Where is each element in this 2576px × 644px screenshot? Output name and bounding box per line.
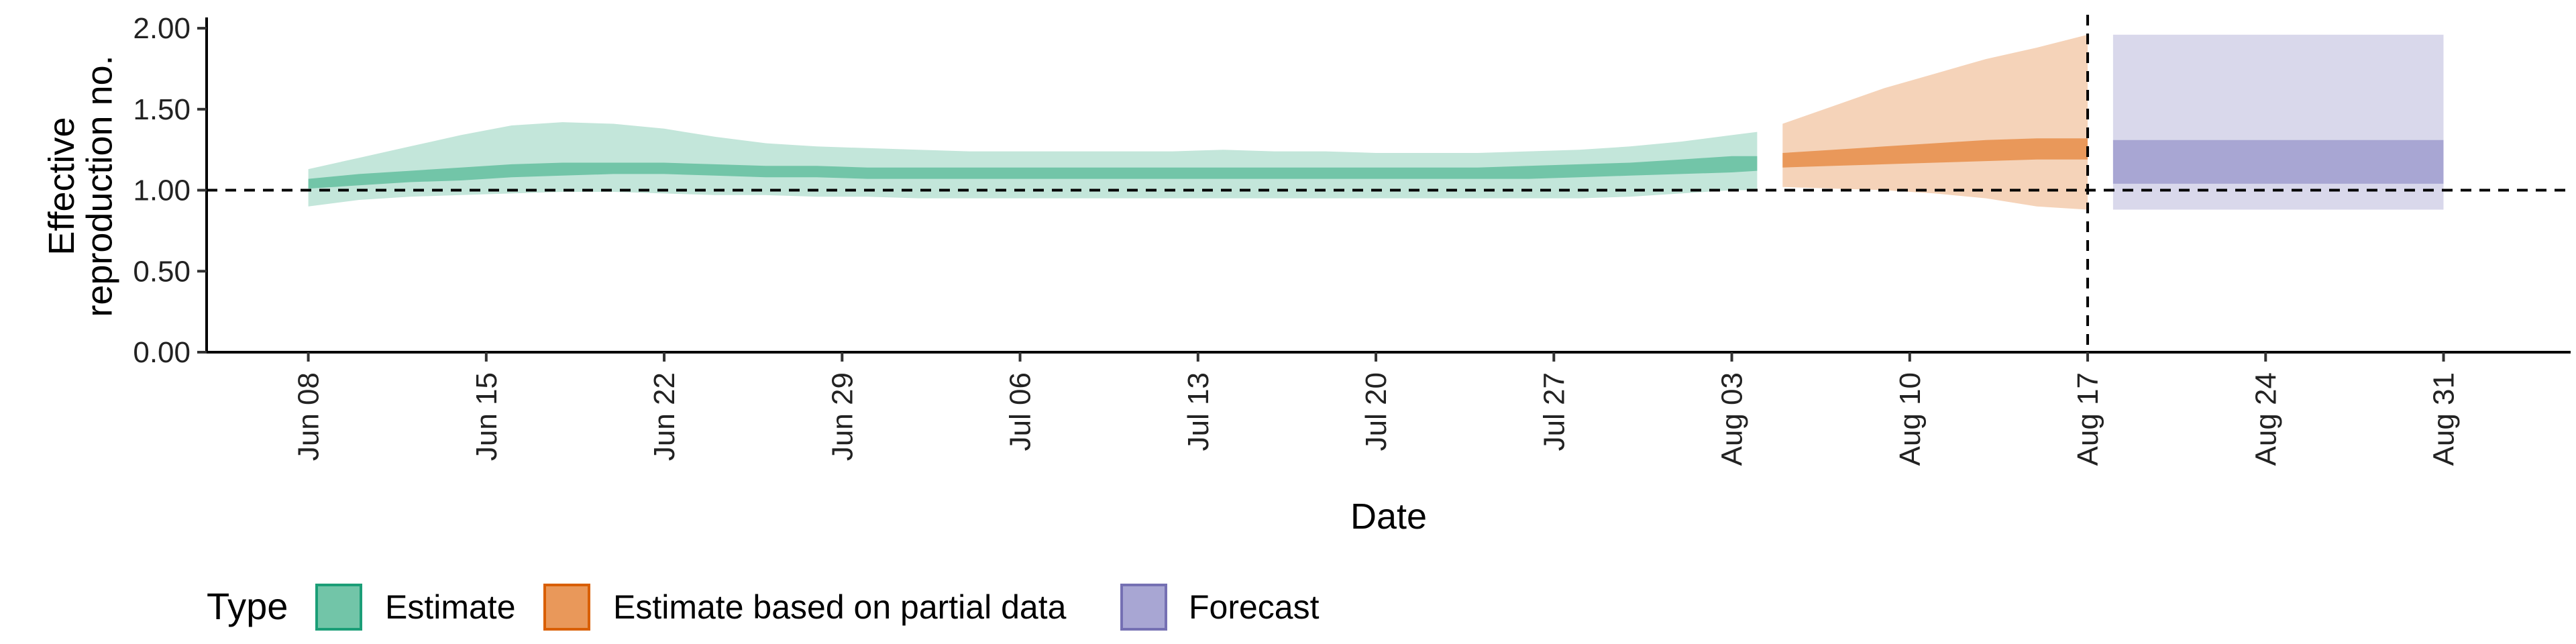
y-axis-title: Effectivereproduction no. — [42, 55, 120, 317]
x-tick-label: Aug 03 — [1716, 372, 1749, 466]
legend-label: Forecast — [1189, 588, 1320, 626]
x-tick-label: Jun 15 — [470, 372, 503, 461]
y-axis-title-line: reproduction no. — [80, 55, 120, 317]
legend-title: Type — [207, 585, 288, 627]
legend-label: Estimate based on partial data — [613, 588, 1067, 626]
legend: Type Estimate Estimate based on partial da… — [207, 584, 1320, 631]
x-tick-label: Aug 31 — [2428, 372, 2461, 466]
band-inner-estimate-based-on-partial-data — [1782, 138, 2088, 168]
y-axis-title-line: Effective — [42, 117, 82, 255]
x-tick-label: Aug 24 — [2249, 372, 2282, 466]
y-tick-label: 1.00 — [133, 174, 191, 207]
x-tick-label: Jun 29 — [826, 372, 859, 461]
x-axis-title: Date — [1350, 496, 1427, 537]
band-inner-estimate — [308, 156, 1758, 189]
band-outer-estimate-based-on-partial-data — [1782, 34, 2088, 210]
y-tick-label: 0.50 — [133, 255, 191, 288]
legend-key — [543, 584, 590, 631]
x-tick-label: Aug 10 — [1894, 372, 1927, 466]
legend-key — [1120, 584, 1167, 631]
band-inner-forecast — [2112, 140, 2444, 184]
ribbon-layer — [308, 34, 2444, 210]
axes-layer: 0.00 0.50 1.00 1.50 2.00 Jun 08 Jun 15 Jun 22 Ju… — [133, 12, 2571, 466]
y-tick-label: 2.00 — [133, 12, 191, 45]
y-tick-label: 0.00 — [133, 336, 191, 369]
x-tick-label: Jul 20 — [1360, 372, 1393, 451]
x-tick-label: Jun 22 — [648, 372, 681, 461]
legend-key — [315, 584, 362, 631]
x-tick-label: Jun 08 — [292, 372, 325, 461]
x-tick-label: Aug 17 — [2072, 372, 2104, 466]
x-tick-label: Jul 27 — [1538, 372, 1570, 451]
legend-label: Estimate — [385, 588, 516, 626]
band-outer-estimate — [308, 122, 1758, 207]
y-tick-label: 1.50 — [133, 93, 191, 126]
x-tick-label: Jul 13 — [1182, 372, 1215, 451]
x-tick-label: Jul 06 — [1004, 372, 1037, 451]
